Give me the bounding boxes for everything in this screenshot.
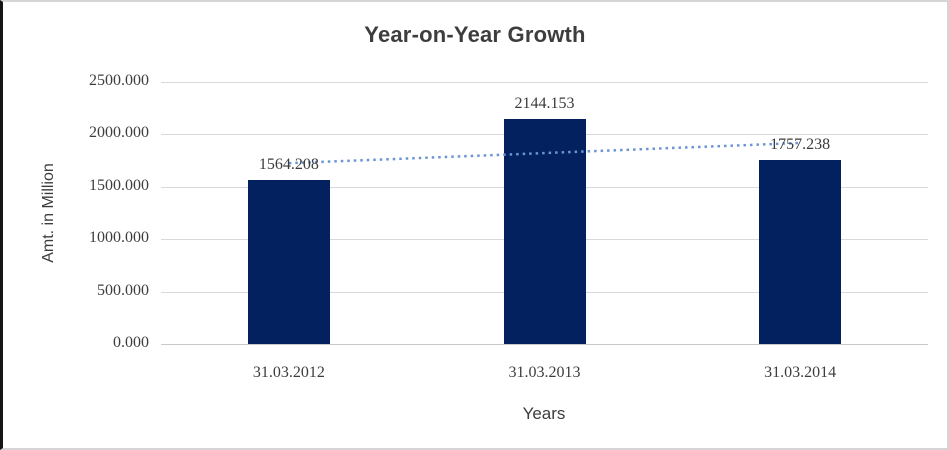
x-tick-label: 31.03.2014 [764,364,837,381]
y-tick-label: 1000.000 [89,229,149,247]
x-axis-title: Years [522,404,566,423]
chart-title: Year-on-Year Growth [364,22,586,47]
y-tick-label: 1500.000 [89,176,149,194]
gridline [161,82,928,83]
data-label: 1757.238 [770,135,831,153]
y-tick-label: 2500.000 [89,72,149,89]
data-label: 1564.208 [258,156,319,174]
x-tick-label: 31.03.2012 [252,364,325,381]
data-label: 2144.153 [514,95,575,113]
bar-31.03.2014 [759,159,842,344]
y-tick-label: 500.000 [97,281,149,299]
x-tick-label: 31.03.2013 [508,364,581,381]
bar-31.03.2012 [247,180,330,344]
y-tick-label: 0.000 [113,334,149,351]
y-tick-label: 2000.000 [89,124,149,142]
bar-31.03.2013 [503,119,586,344]
plot-area [161,82,928,345]
x-axis-line [161,344,928,345]
